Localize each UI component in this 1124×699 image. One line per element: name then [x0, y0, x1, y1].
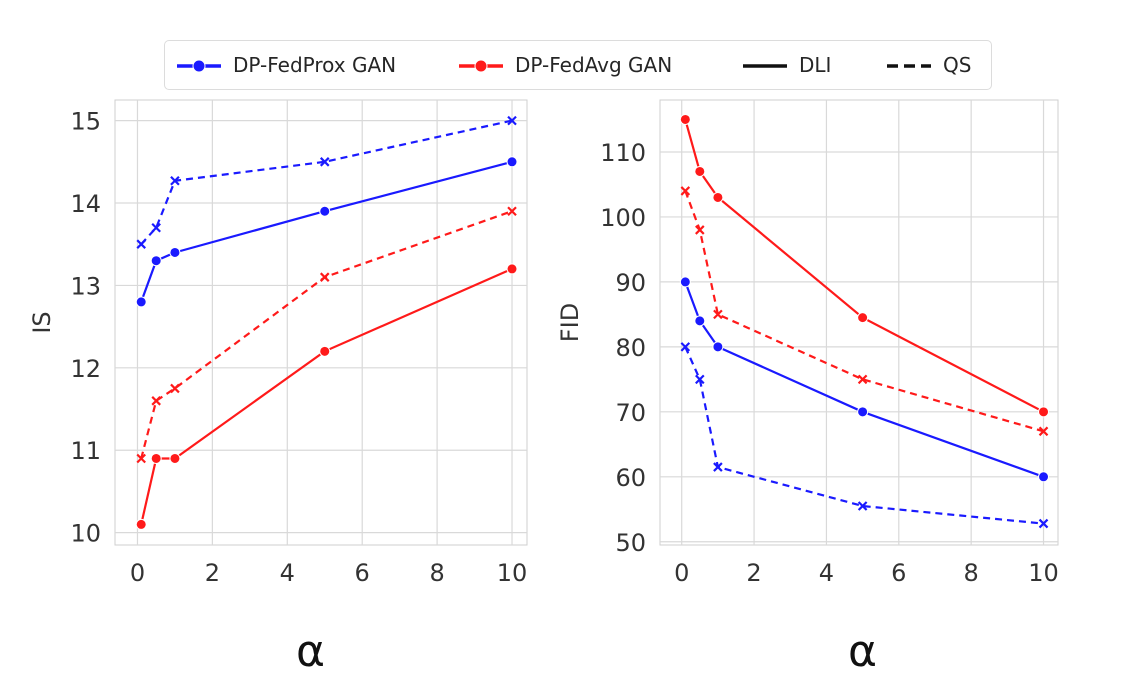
- is-ytick-10: 10: [70, 520, 101, 548]
- is-series-dp-fedavg-gan-qs-point-1: [151, 396, 161, 406]
- fid-xtick-0: 0: [674, 559, 689, 587]
- legend-swatch-dli: [741, 58, 789, 72]
- is-series-dp-fedavg-gan-qs-line: [140, 210, 513, 459]
- legend-marker-fedprox: [192, 59, 206, 73]
- is-xtick-8: 8: [429, 559, 444, 587]
- legend-item-fedavg: DP-FedAvg GAN: [457, 41, 672, 89]
- fid-xtick-6: 6: [891, 559, 906, 587]
- is-xtick-4: 4: [280, 559, 295, 587]
- fid-ytick-90: 90: [615, 269, 646, 297]
- is-series-dp-fedprox-gan-dli-point-4: [506, 156, 518, 168]
- fid-series-dp-fedprox-gan-dli-point-3: [857, 406, 869, 418]
- fid-series-dp-fedavg-gan-qs-point-1: [695, 225, 705, 235]
- fid-series-dp-fedavg-gan-qs-point-3: [857, 374, 868, 385]
- fid-plot-area: [659, 99, 1059, 546]
- legend-marker-fedavg: [474, 59, 488, 73]
- is-series-dp-fedavg-gan-qs-point-3: [319, 272, 330, 282]
- fid-ytick-110: 110: [600, 139, 646, 167]
- is-ytick-12: 12: [70, 355, 101, 383]
- is-series-dp-fedavg-gan-qs-point-2: [170, 383, 180, 394]
- is-series-dp-fedprox-gan-dli-point-1: [150, 255, 162, 267]
- fid-series-dp-fedprox-gan-dli-point-1: [694, 315, 706, 327]
- legend-label-fedprox: DP-FedProx GAN: [233, 53, 397, 77]
- is-series-dp-fedavg-gan-dli-point-0: [135, 518, 147, 530]
- is-ytick-15: 15: [70, 108, 101, 136]
- is-series-dp-fedavg-gan-dli-point-1: [150, 452, 162, 464]
- fid-series-dp-fedprox-gan-dli-point-0: [679, 276, 691, 288]
- is-series-dp-fedavg-gan-qs-point-4: [507, 206, 517, 217]
- fid-series-dp-fedavg-gan-dli-point-0: [679, 113, 691, 125]
- is-xtick-10: 10: [497, 559, 528, 587]
- is-series-dp-fedprox-gan-qs-point-3: [319, 157, 330, 167]
- fid-series-dp-fedavg-gan-qs-point-4: [1038, 426, 1049, 437]
- is-series-dp-fedprox-gan-dli-point-2: [169, 246, 181, 258]
- legend-swatch-fedprox: [175, 58, 223, 73]
- fid-xtick-8: 8: [964, 559, 979, 587]
- legend-label-qs: QS: [943, 53, 972, 77]
- legend-line-qs: [887, 64, 931, 68]
- is-xtick-2: 2: [205, 559, 220, 587]
- fid-series-dp-fedprox-gan-qs-point-4: [1038, 518, 1049, 529]
- x-axis-title-right: α: [848, 626, 878, 677]
- fid-series-dp-fedavg-gan-dli-point-4: [1038, 406, 1050, 418]
- fid-ytick-100: 100: [600, 204, 646, 232]
- fid-xtick-4: 4: [819, 559, 834, 587]
- is-plot-area: [114, 99, 528, 546]
- fid-series-dp-fedavg-gan-qs-point-0: [680, 186, 691, 196]
- fid-series-dp-fedprox-gan-qs-point-0: [680, 342, 691, 352]
- legend: DP-FedProx GAN DP-FedAvg GAN DLI: [164, 40, 992, 90]
- legend-swatch-qs: [885, 58, 933, 72]
- legend-swatch-fedavg: [457, 58, 505, 73]
- legend-item-dli: DLI: [741, 41, 831, 89]
- fid-xtick-10: 10: [1028, 559, 1059, 587]
- is-ytick-14: 14: [70, 190, 101, 218]
- fid-series-dp-fedprox-gan-qs-point-2: [713, 462, 723, 472]
- legend-label-fedavg: DP-FedAvg GAN: [515, 53, 673, 77]
- is-xtick-6: 6: [355, 559, 370, 587]
- is-series-dp-fedprox-gan-qs-point-1: [151, 222, 161, 233]
- is-series-dp-fedprox-gan-dli-point-3: [319, 205, 331, 217]
- legend-line-fedavg: [459, 59, 503, 73]
- is-series-dp-fedavg-gan-dli-point-2: [169, 452, 181, 464]
- fid-series-dp-fedprox-gan-qs-point-1: [695, 374, 705, 385]
- legend-item-fedprox: DP-FedProx GAN: [175, 41, 396, 89]
- is-series-dp-fedavg-gan-dli-point-4: [506, 263, 518, 275]
- legend-label-dli: DLI: [799, 53, 832, 77]
- is-ytick-13: 13: [70, 272, 101, 300]
- fid-series-dp-fedavg-gan-qs-point-2: [713, 309, 723, 320]
- fid-series-dp-fedavg-gan-dli-point-2: [712, 191, 724, 203]
- is-series-dp-fedprox-gan-dli-point-0: [135, 296, 147, 308]
- fid-ytick-80: 80: [615, 334, 646, 362]
- fid-series-dp-fedprox-gan-dli-point-2: [712, 341, 724, 353]
- legend-item-qs: QS: [885, 41, 971, 89]
- fid-ytick-50: 50: [615, 529, 646, 557]
- legend-line-fedprox: [177, 59, 221, 73]
- fid-series-dp-fedprox-gan-qs-point-3: [857, 501, 868, 511]
- fid-series-dp-fedavg-gan-dli-point-3: [857, 312, 869, 324]
- is-series-dp-fedprox-gan-qs-point-0: [136, 239, 146, 249]
- is-series-dp-fedavg-gan-qs-point-0: [136, 453, 146, 464]
- fid-series-dp-fedavg-gan-qs-line: [684, 190, 1044, 433]
- legend-line-dli: [743, 64, 787, 68]
- is-ytick-11: 11: [70, 437, 101, 465]
- fid-ytick-70: 70: [615, 399, 646, 427]
- x-axis-title-left: α: [296, 626, 326, 677]
- is-ylabel: IS: [28, 311, 56, 333]
- is-series-dp-fedavg-gan-dli-point-3: [319, 345, 331, 357]
- fid-xtick-2: 2: [746, 559, 761, 587]
- fid-ytick-60: 60: [615, 464, 646, 492]
- is-series-dp-fedprox-gan-qs-point-4: [507, 115, 517, 126]
- fid-ylabel: FID: [556, 303, 584, 342]
- fid-series-dp-fedprox-gan-dli-point-4: [1038, 471, 1050, 483]
- is-xtick-0: 0: [130, 559, 145, 587]
- fid-series-dp-fedavg-gan-dli-point-1: [694, 165, 706, 177]
- is-series-dp-fedprox-gan-qs-point-2: [170, 175, 180, 186]
